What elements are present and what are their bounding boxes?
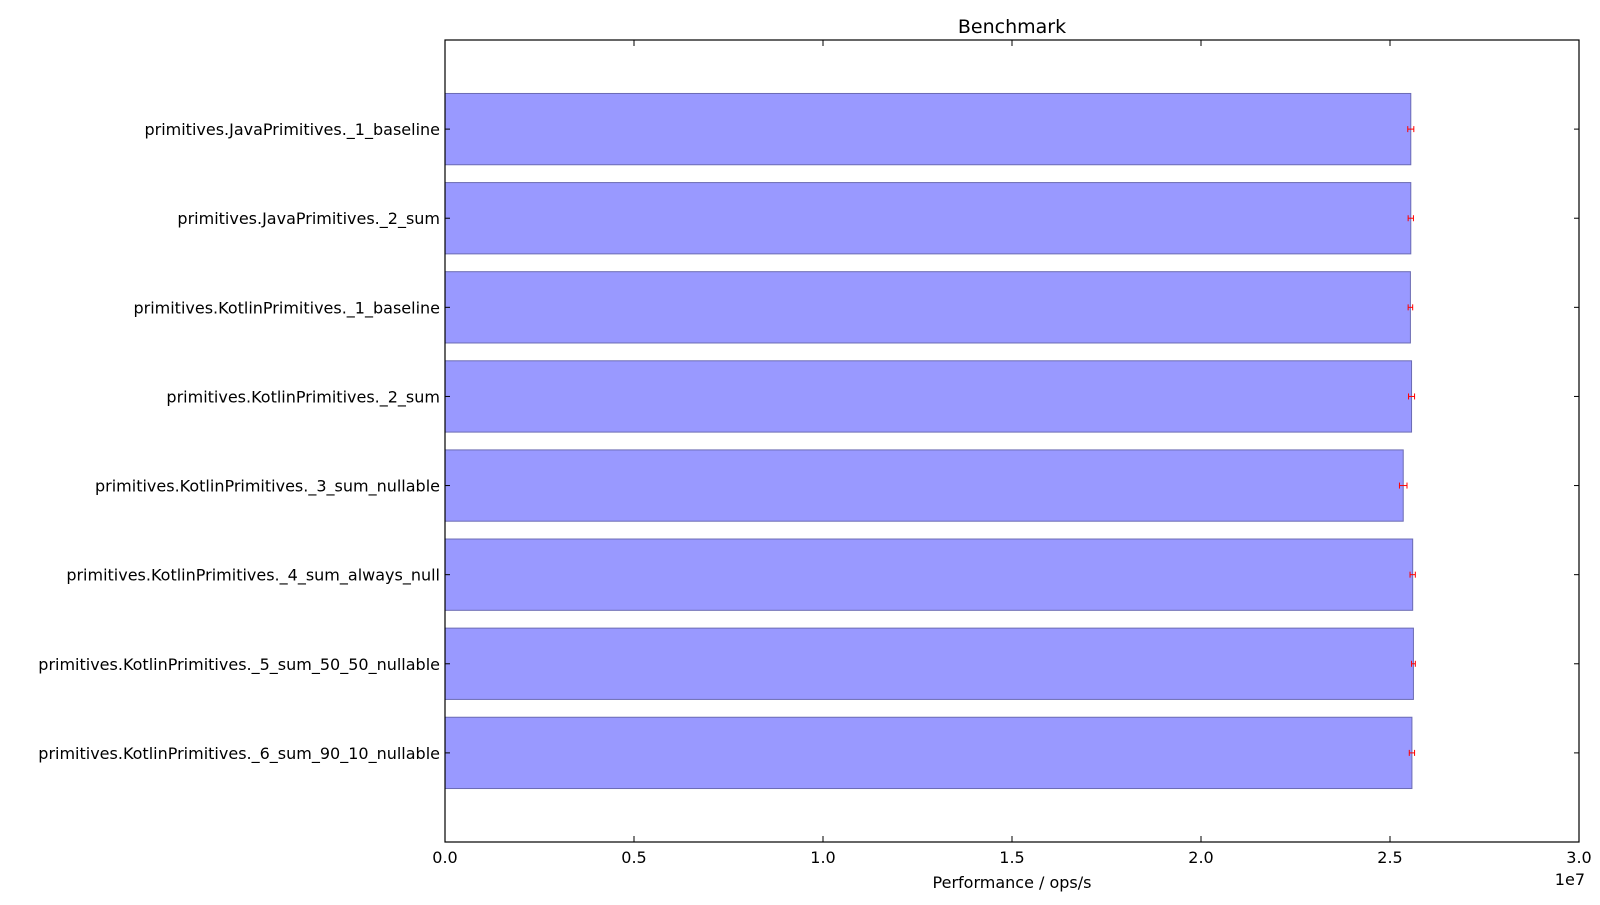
bar xyxy=(444,271,1411,344)
chart-title: Benchmark xyxy=(958,16,1066,38)
bar xyxy=(444,92,1412,166)
category-label: primitives.KotlinPrimitives._3_sum_nulla… xyxy=(95,477,440,497)
category-label: primitives.KotlinPrimitives._6_sum_90_10… xyxy=(38,744,440,764)
x-tick-label: 3.0 xyxy=(1566,848,1591,867)
error-bar xyxy=(1411,660,1416,667)
x-axis-label: Performance / ops/s xyxy=(933,873,1092,892)
ticks-layer: 0.0 0.5 1.0 1.5 2.0 2.5 3.0 xyxy=(432,40,1592,867)
bar xyxy=(444,360,1413,433)
error-bars-layer xyxy=(1398,126,1416,756)
bars-layer xyxy=(444,92,1414,790)
error-bar xyxy=(1408,749,1416,756)
bar xyxy=(444,538,1414,611)
error-bar xyxy=(1409,571,1416,578)
bar xyxy=(444,627,1414,700)
bar xyxy=(444,716,1413,790)
bar xyxy=(444,182,1412,255)
category-label: primitives.KotlinPrimitives._4_sum_alway… xyxy=(66,566,440,586)
x-tick-label: 0.5 xyxy=(621,848,646,867)
error-bar xyxy=(1407,304,1414,311)
category-label: primitives.KotlinPrimitives._1_baseline xyxy=(133,298,440,318)
error-bar xyxy=(1408,393,1416,400)
category-labels-layer: primitives.JavaPrimitives._1_baselinepri… xyxy=(38,120,440,764)
category-label: primitives.JavaPrimitives._1_baseline xyxy=(144,120,440,140)
x-tick-label: 1.0 xyxy=(810,848,835,867)
x-tick-label: 1.5 xyxy=(999,848,1024,867)
error-bar xyxy=(1407,126,1415,133)
bar xyxy=(444,449,1404,522)
x-tick-label: 2.5 xyxy=(1377,848,1402,867)
category-label: primitives.KotlinPrimitives._2_sum xyxy=(166,387,440,407)
error-bar xyxy=(1398,482,1408,489)
x-tick-label: 0.0 xyxy=(432,848,457,867)
x-axis-offset-label: 1e7 xyxy=(1555,870,1585,889)
category-label: primitives.KotlinPrimitives._5_sum_50_50… xyxy=(38,655,440,675)
category-label: primitives.JavaPrimitives._2_sum xyxy=(177,209,440,229)
error-bar xyxy=(1407,215,1414,222)
x-tick-label: 2.0 xyxy=(1188,848,1213,867)
